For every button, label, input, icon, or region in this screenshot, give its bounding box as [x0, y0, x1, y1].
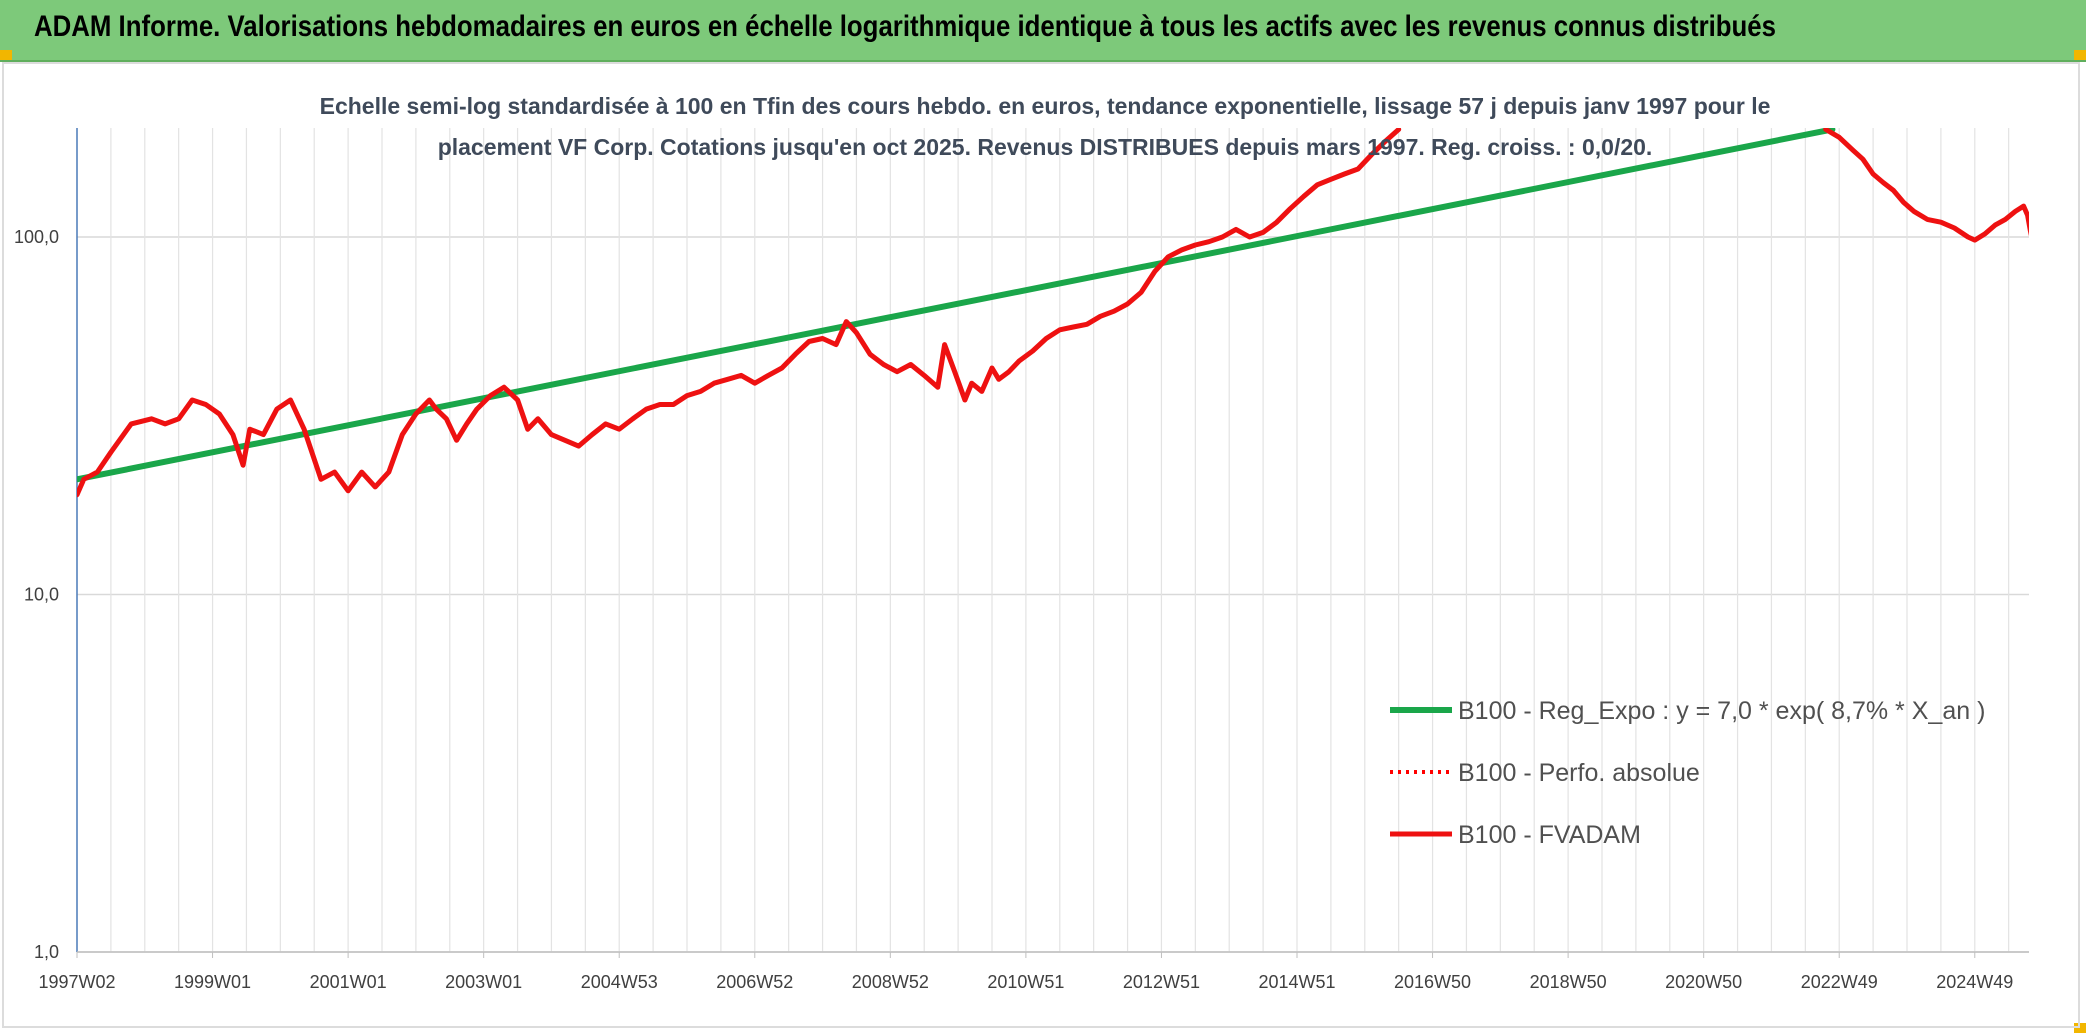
- fvadam-line: [1823, 128, 2029, 243]
- x-tick-label: 2012W51: [1123, 972, 1200, 992]
- x-tick-label: 2018W50: [1530, 972, 1607, 992]
- chart-subtitle: Echelle semi-log standardisée à 100 en T…: [220, 86, 1870, 168]
- corner-marker-bottom-right: [2074, 1023, 2086, 1033]
- legend-label: B100 - Perfo. absolue: [1458, 759, 1700, 787]
- legend-label: B100 - Reg_Expo : y = 7,0 * exp( 8,7% * …: [1458, 697, 1985, 725]
- x-tick-label: 2014W51: [1258, 972, 1335, 992]
- axes: 1,0 10,0 100,0 1997W02 1999W01 2001W01 2003W01…: [14, 128, 2029, 992]
- legend: B100 - Reg_Expo : y = 7,0 * exp( 8,7% * …: [1390, 697, 1985, 849]
- x-tick-label: 2006W52: [716, 972, 793, 992]
- x-tick-label: 2003W01: [445, 972, 522, 992]
- x-tick-label: 2020W50: [1665, 972, 1742, 992]
- chart-subtitle-line-2: placement VF Corp. Cotations jusqu'en oc…: [437, 134, 1653, 160]
- x-tick-label: 2022W49: [1801, 972, 1878, 992]
- x-tick-label: 1997W02: [38, 972, 115, 992]
- corner-marker-top-right: [2074, 50, 2086, 60]
- y-tick-label: 1,0: [34, 942, 59, 962]
- corner-marker-top-left: [0, 50, 12, 60]
- page-title: ADAM Informe. Valorisations hebdomadaire…: [34, 10, 1776, 43]
- grid-lines: [77, 128, 2029, 953]
- series-group: [77, 128, 2029, 498]
- legend-label: B100 - FVADAM: [1458, 821, 1641, 849]
- trend-line: [77, 128, 1836, 483]
- x-tick-label: 2008W52: [852, 972, 929, 992]
- y-tick-label: 10,0: [24, 585, 59, 605]
- x-tick-label: 2016W50: [1394, 972, 1471, 992]
- chart-frame: [2, 62, 2080, 1028]
- header-banner: ADAM Informe. Valorisations hebdomadaire…: [0, 0, 2086, 62]
- x-tick-label: 2001W01: [310, 972, 387, 992]
- x-tick-label: 2010W51: [987, 972, 1064, 992]
- x-tick-label: 2004W53: [581, 972, 658, 992]
- x-tick-label: 2024W49: [1936, 972, 2013, 992]
- y-tick-label: 100,0: [14, 227, 59, 247]
- x-tick-label: 1999W01: [174, 972, 251, 992]
- chart-subtitle-line-1: Echelle semi-log standardisée à 100 en T…: [319, 93, 1771, 119]
- fvadam-line: [77, 128, 1402, 498]
